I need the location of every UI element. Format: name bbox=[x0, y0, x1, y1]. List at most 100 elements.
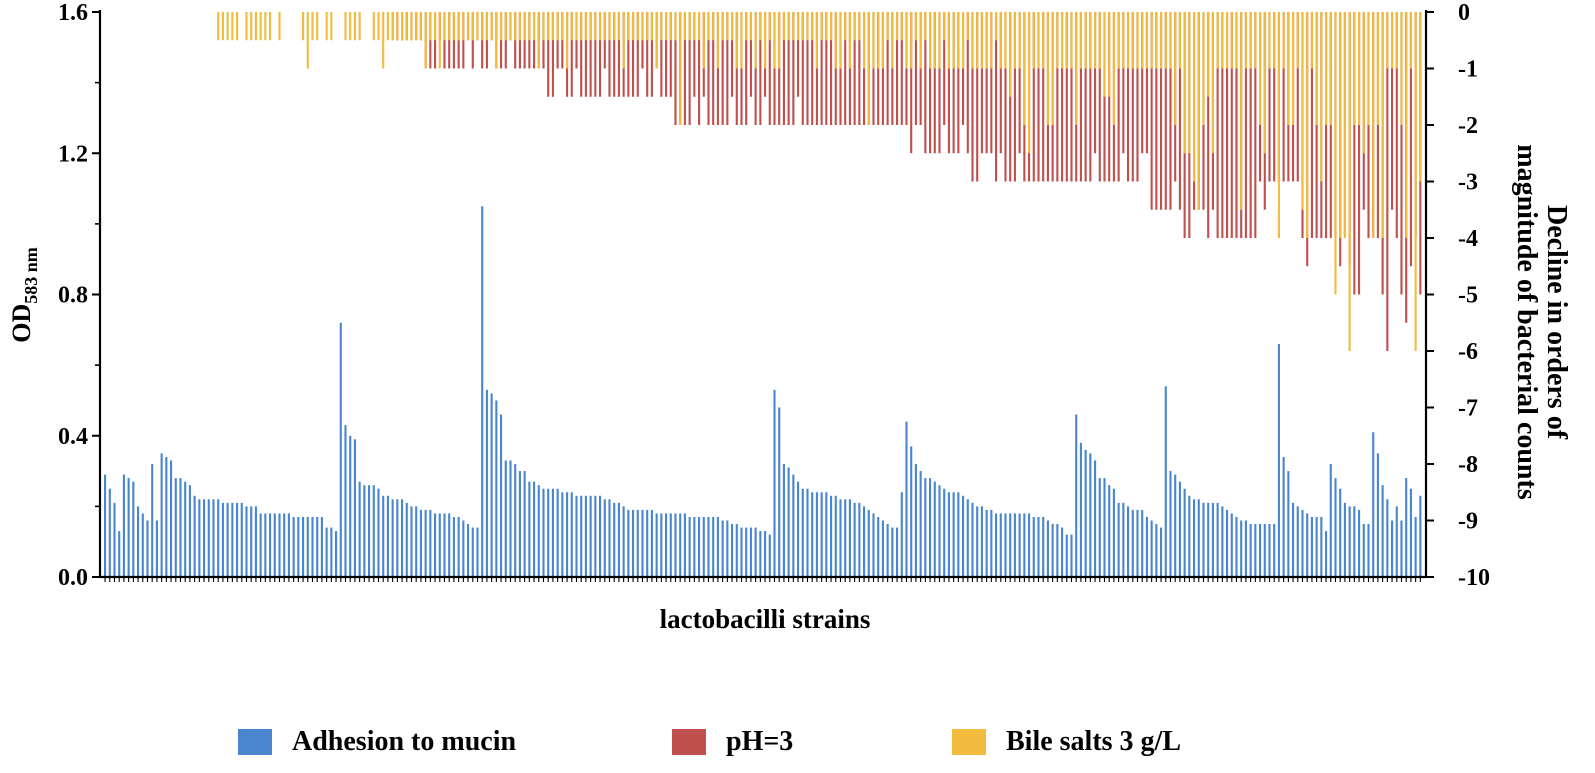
ph-bar bbox=[1098, 12, 1101, 182]
adhesion-bar bbox=[335, 531, 338, 577]
legend-label-ph: pH=3 bbox=[726, 726, 794, 757]
adhesion-bar bbox=[415, 506, 418, 577]
bile-bar bbox=[1178, 12, 1181, 69]
ph-bar bbox=[825, 12, 828, 125]
bile-bar bbox=[1334, 12, 1337, 295]
ph-bar bbox=[1353, 12, 1356, 295]
ph-bar bbox=[1249, 12, 1252, 238]
ph-bar bbox=[924, 12, 927, 154]
bile-bar bbox=[306, 12, 309, 69]
ph-bar bbox=[665, 12, 668, 97]
adhesion-bar bbox=[947, 492, 950, 577]
ph-bar bbox=[947, 12, 950, 154]
adhesion-bar bbox=[1339, 488, 1342, 577]
adhesion-bar bbox=[1372, 432, 1375, 577]
adhesion-bar bbox=[999, 513, 1002, 577]
adhesion-bar bbox=[745, 527, 748, 577]
bile-bar bbox=[518, 12, 521, 41]
ph-bar bbox=[1395, 12, 1398, 238]
adhesion-bar bbox=[650, 509, 653, 577]
bile-bar bbox=[655, 12, 658, 69]
bile-bar bbox=[471, 12, 474, 41]
right-tick-label: -1 bbox=[1458, 57, 1478, 83]
adhesion-bar bbox=[957, 492, 960, 577]
ph-bar bbox=[547, 12, 550, 97]
bile-bar bbox=[617, 12, 620, 41]
adhesion-bar bbox=[1381, 485, 1384, 577]
right-tick-label: -7 bbox=[1458, 396, 1478, 422]
adhesion-bar bbox=[151, 464, 154, 577]
adhesion-bar bbox=[537, 485, 540, 577]
adhesion-bar bbox=[504, 460, 507, 577]
ph-bar bbox=[731, 12, 734, 97]
adhesion-bar bbox=[707, 516, 710, 577]
bile-bar bbox=[386, 12, 389, 41]
ph-bar bbox=[995, 12, 998, 182]
ph-bar bbox=[721, 12, 724, 125]
adhesion-bar bbox=[938, 485, 941, 577]
adhesion-bar bbox=[1287, 471, 1290, 577]
adhesion-bar bbox=[1193, 499, 1196, 577]
ph-bar bbox=[1386, 12, 1389, 351]
ph-bar bbox=[1235, 12, 1238, 238]
bile-bar bbox=[1141, 12, 1144, 69]
adhesion-bar bbox=[1098, 478, 1101, 577]
ph-bar bbox=[674, 12, 677, 125]
bile-bar bbox=[778, 12, 781, 69]
bile-bar bbox=[1061, 12, 1064, 69]
bile-bar bbox=[679, 12, 682, 125]
adhesion-bar bbox=[1221, 506, 1224, 577]
adhesion-bar bbox=[1400, 520, 1403, 577]
adhesion-bar bbox=[424, 509, 427, 577]
bile-bar bbox=[1037, 12, 1040, 69]
ph-bar bbox=[1056, 12, 1059, 182]
bile-bar bbox=[377, 12, 380, 41]
bile-bar bbox=[858, 12, 861, 41]
bile-bar bbox=[853, 12, 856, 41]
ph-bar bbox=[1004, 12, 1007, 182]
ph-bar bbox=[749, 12, 752, 97]
bile-bar bbox=[825, 12, 828, 41]
bile-bar bbox=[372, 12, 375, 41]
bile-bar bbox=[924, 12, 927, 41]
adhesion-bar bbox=[1353, 506, 1356, 577]
bile-bar bbox=[490, 12, 493, 41]
adhesion-bar bbox=[971, 502, 974, 577]
bile-bar bbox=[330, 12, 333, 41]
adhesion-bar bbox=[990, 509, 993, 577]
bile-bar bbox=[514, 12, 517, 41]
adhesion-bar bbox=[1405, 478, 1408, 577]
adhesion-bar bbox=[311, 516, 314, 577]
ph-bar bbox=[801, 12, 804, 125]
bile-bar bbox=[1339, 12, 1342, 238]
ph-bar bbox=[830, 12, 833, 125]
adhesion-bar bbox=[146, 520, 149, 577]
bile-bar bbox=[660, 12, 663, 41]
adhesion-bar bbox=[452, 516, 455, 577]
bile-bar bbox=[863, 12, 866, 69]
bile-bar bbox=[1226, 12, 1229, 69]
bile-bar bbox=[410, 12, 413, 41]
right-tick-label: -8 bbox=[1458, 452, 1478, 478]
ph-bar bbox=[1273, 12, 1276, 182]
bile-bar bbox=[957, 12, 960, 69]
ph-bar bbox=[957, 12, 960, 154]
bile-bar bbox=[1405, 12, 1408, 238]
bile-bar bbox=[1362, 12, 1365, 154]
adhesion-bar bbox=[811, 492, 814, 577]
adhesion-bar bbox=[212, 499, 215, 577]
adhesion-bar bbox=[1277, 343, 1280, 577]
adhesion-bar bbox=[797, 481, 800, 577]
bile-bar bbox=[1032, 12, 1035, 69]
bile-bar bbox=[1183, 12, 1186, 154]
ph-bar bbox=[1254, 12, 1257, 238]
ph-bar bbox=[1391, 12, 1394, 210]
bile-bar bbox=[1268, 12, 1271, 69]
right-axis-label-line1: Decline in orders of bbox=[1541, 205, 1572, 440]
adhesion-bar bbox=[815, 492, 818, 577]
ph-bar bbox=[990, 12, 993, 154]
bile-bar bbox=[613, 12, 616, 41]
ph-bar bbox=[929, 12, 932, 154]
bile-bar bbox=[415, 12, 418, 41]
adhesion-bar bbox=[1301, 509, 1304, 577]
